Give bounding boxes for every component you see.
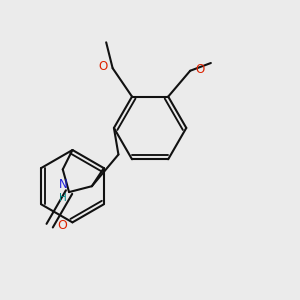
Text: H: H [59,193,67,203]
Text: O: O [195,63,205,76]
Text: O: O [57,219,67,232]
Text: O: O [98,60,107,74]
Text: N: N [58,178,67,191]
